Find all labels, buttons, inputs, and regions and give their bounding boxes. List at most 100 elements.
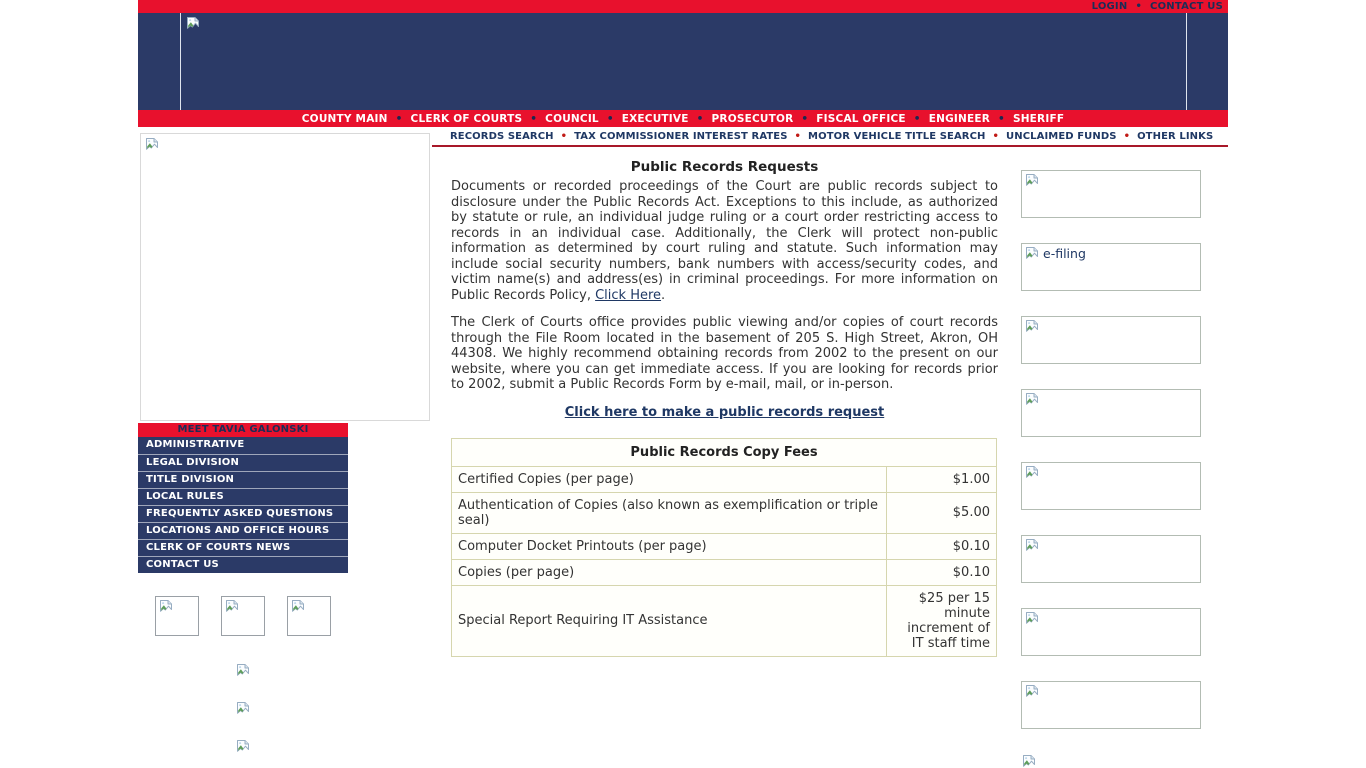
broken-image-icon <box>1024 684 1040 700</box>
broken-image-icon <box>1024 319 1040 335</box>
badge-image[interactable] <box>235 663 251 679</box>
sidebar-menu-item[interactable]: LOCAL RULES <box>138 488 348 505</box>
broken-image-icon <box>1024 465 1040 481</box>
paragraph-file-room: The Clerk of Courts office provides publ… <box>451 315 998 392</box>
county-nav-link[interactable]: FISCAL OFFICE <box>793 113 905 125</box>
fee-amount-cell: $0.10 <box>886 558 997 586</box>
red-divider-rule <box>432 145 1228 147</box>
broken-image-icon <box>224 599 240 615</box>
sidebar-menu-item[interactable]: TITLE DIVISION <box>138 471 348 488</box>
sub-nav-link[interactable]: UNCLAIMED FUNDS <box>986 131 1117 142</box>
sidebar-menu-item[interactable]: LOCATIONS AND OFFICE HOURS <box>138 522 348 539</box>
broken-image-icon <box>1024 392 1040 408</box>
broken-image-icon <box>144 137 160 153</box>
records-sub-nav: RECORDS SEARCHTAX COMMISSIONER INTEREST … <box>432 127 1228 145</box>
broken-image-icon <box>235 701 251 717</box>
utility-link[interactable]: CONTACT US <box>1127 1 1223 12</box>
social-image-box[interactable] <box>287 596 331 636</box>
sidebar-menu-item[interactable]: FREQUENTLY ASKED QUESTIONS <box>138 505 348 522</box>
fee-amount-cell: $1.00 <box>886 465 997 493</box>
fees-table-title: Public Records Copy Fees <box>451 437 997 467</box>
county-nav-link[interactable]: CLERK OF COURTS <box>388 113 523 125</box>
fees-table: Public Records Copy Fees Certified Copie… <box>451 437 997 657</box>
sidebar-menu: MEET TAVIA GALONSKI ADMINISTRATIVE LEGAL … <box>138 423 348 573</box>
main-content: Public Records Requests Documents or rec… <box>432 147 1010 768</box>
badge-image[interactable] <box>235 739 251 755</box>
fee-item-cell: Special Report Requiring IT Assistance <box>451 584 887 657</box>
click-here-link[interactable]: Click Here <box>595 287 662 303</box>
social-image-box[interactable] <box>155 596 199 636</box>
broken-image-icon <box>1024 611 1040 627</box>
sub-nav-link[interactable]: RECORDS SEARCH <box>450 130 554 142</box>
public-records-request-link[interactable]: Click here to make a public records requ… <box>564 404 885 420</box>
promo-image[interactable] <box>1021 754 1037 768</box>
county-nav-link[interactable]: COUNTY MAIN <box>301 112 388 125</box>
paragraph-records-policy: Documents or recorded proceedings of the… <box>451 179 998 303</box>
sidebar-menu-item[interactable]: CONTACT US <box>138 556 348 573</box>
fees-table-row: Computer Docket Printouts (per page) $0.… <box>451 532 997 560</box>
broken-image-icon <box>185 16 201 32</box>
fee-item-cell: Authentication of Copies (also known as … <box>451 491 887 534</box>
banner-logo-image[interactable] <box>181 13 1186 110</box>
sidebar-menu-items: ADMINISTRATIVE LEGAL DIVISION TITLE DIVISI… <box>138 437 348 573</box>
fee-item-cell: Computer Docket Printouts (per page) <box>451 532 887 560</box>
badge-image[interactable] <box>235 701 251 717</box>
paragraph-text: Documents or recorded proceedings of the… <box>451 179 998 303</box>
promo-image-box[interactable] <box>1021 608 1201 656</box>
fees-table-row: Certified Copies (per page) $1.00 <box>451 465 997 493</box>
fee-item-cell: Copies (per page) <box>451 558 887 586</box>
social-image-row <box>155 596 432 636</box>
site-container: LOGINCONTACT US COUNTY MAINCLERK OF COUR… <box>138 0 1228 768</box>
social-image-box[interactable] <box>221 596 265 636</box>
fee-item-cell: Certified Copies (per page) <box>451 465 887 493</box>
county-nav-link[interactable]: ENGINEER <box>906 113 990 125</box>
sidebar-menu-item[interactable]: CLERK OF COURTS NEWS <box>138 539 348 556</box>
fees-table-row: Copies (per page) $0.10 <box>451 558 997 586</box>
broken-image-icon <box>235 739 251 755</box>
broken-image-icon <box>158 599 174 615</box>
promo-image-box[interactable] <box>1021 462 1201 510</box>
sub-nav-link[interactable]: OTHER LINKS <box>1117 131 1214 142</box>
county-nav-link[interactable]: PROSECUTOR <box>689 113 794 125</box>
fees-table-body: Certified Copies (per page) $1.00 Authen… <box>451 465 997 657</box>
badge-image-stack <box>138 663 348 755</box>
county-nav-link[interactable]: EXECUTIVE <box>599 113 689 125</box>
promo-image-box[interactable] <box>1021 681 1201 729</box>
utility-link[interactable]: LOGIN <box>1091 1 1128 12</box>
sidebar-menu-item[interactable]: LEGAL DIVISION <box>138 454 348 471</box>
sub-nav-link[interactable]: TAX COMMISSIONER INTEREST RATES <box>554 131 788 142</box>
paragraph-period: . <box>661 287 666 303</box>
page-title: Public Records Requests <box>630 159 819 175</box>
broken-image-icon <box>290 599 306 615</box>
promo-image-box[interactable] <box>1021 535 1201 583</box>
fee-amount-cell: $5.00 <box>886 491 997 534</box>
promo-image-alt-text: e-filing <box>1043 246 1086 261</box>
broken-image-icon <box>1024 538 1040 554</box>
broken-image-icon <box>1024 173 1040 189</box>
sidebar-menu-header: MEET TAVIA GALONSKI <box>138 423 348 437</box>
utility-bar: LOGINCONTACT US <box>138 0 1228 13</box>
promo-image-box[interactable] <box>1021 389 1201 437</box>
right-rail-boxes: e-filing <box>1021 170 1201 729</box>
fees-table-row: Special Report Requiring IT Assistance $… <box>451 584 997 657</box>
fee-amount-cell: $25 per 15 minute increment of IT staff … <box>886 584 997 657</box>
broken-image-icon <box>235 663 251 679</box>
right-rail: e-filing <box>1021 147 1201 768</box>
county-nav: COUNTY MAINCLERK OF COURTSCOUNCILEXECUTI… <box>138 110 1228 127</box>
sub-nav-link[interactable]: MOTOR VEHICLE TITLE SEARCH <box>788 131 986 142</box>
banner-right-cell <box>1186 13 1228 110</box>
fees-table-row: Authentication of Copies (also known as … <box>451 491 997 534</box>
promo-image-box[interactable] <box>1021 316 1201 364</box>
header-banner <box>138 13 1228 110</box>
banner-left-cell <box>138 13 181 110</box>
left-sidebar: MEET TAVIA GALONSKI ADMINISTRATIVE LEGAL … <box>138 127 432 768</box>
promo-image-box[interactable]: e-filing <box>1021 243 1201 291</box>
fee-amount-cell: $0.10 <box>886 532 997 560</box>
sidebar-menu-item[interactable]: ADMINISTRATIVE <box>138 437 348 454</box>
clerk-portrait-image <box>140 133 430 421</box>
promo-image-box[interactable] <box>1021 170 1201 218</box>
county-nav-link[interactable]: SHERIFF <box>990 113 1064 125</box>
broken-image-icon <box>1024 246 1040 262</box>
county-nav-link[interactable]: COUNCIL <box>522 113 599 125</box>
